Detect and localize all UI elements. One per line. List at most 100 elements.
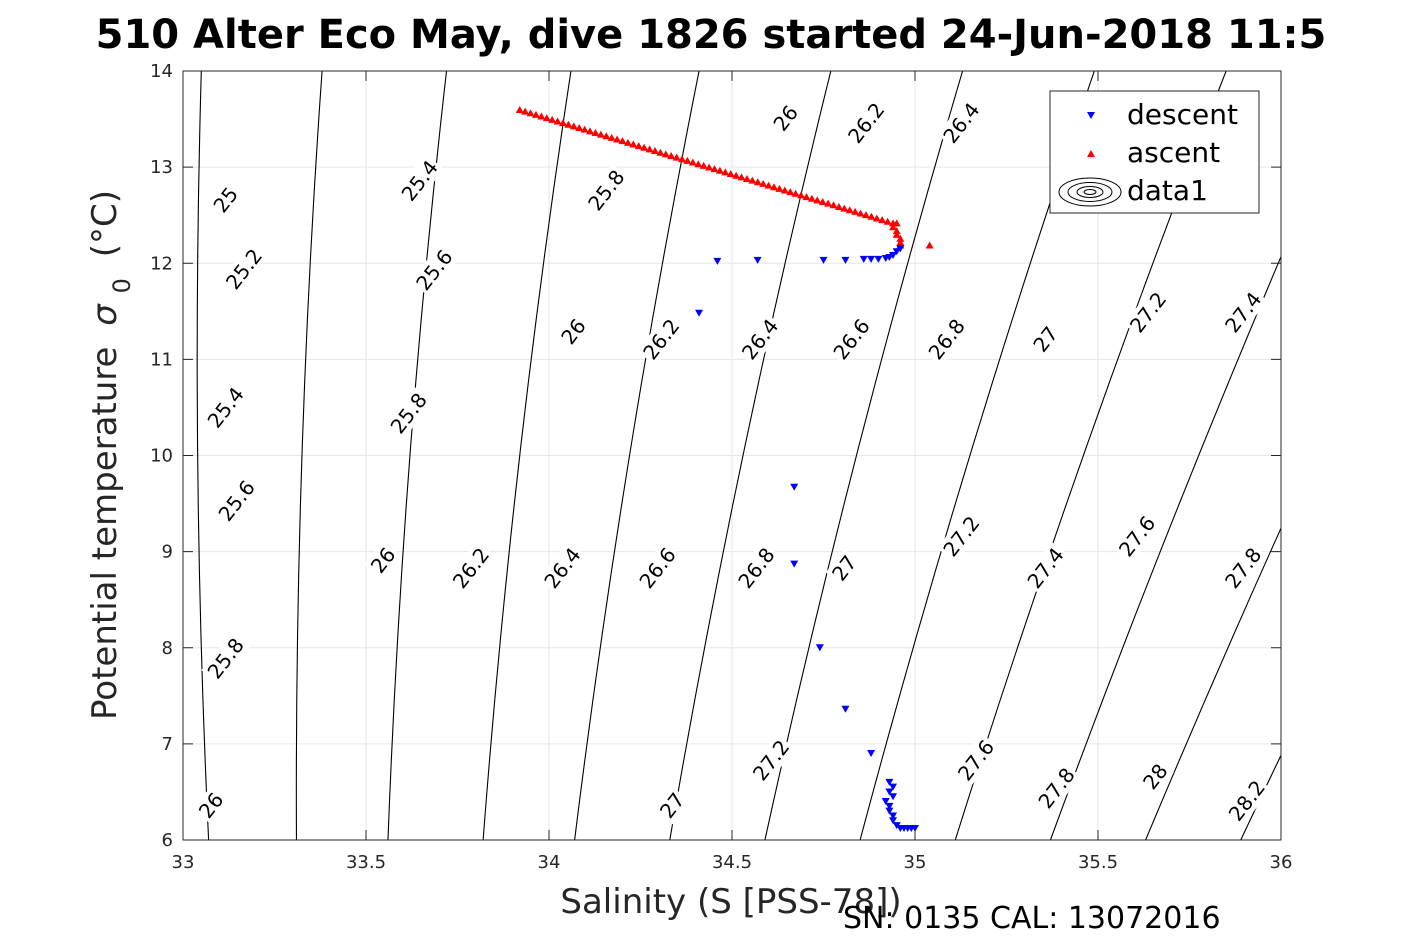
density-contour-label-bg (937, 509, 986, 563)
ascent-point (553, 117, 562, 125)
density-contour-label-bg (937, 96, 986, 150)
descent-point (889, 817, 898, 825)
density-contour-label-bg (192, 786, 230, 825)
ascent-point (791, 189, 800, 197)
ascent-point (542, 114, 551, 122)
y-tick-label: 8 (162, 638, 173, 659)
descent-point (889, 783, 898, 791)
ascent-point (861, 211, 870, 219)
ascent-point (634, 142, 643, 150)
descent-point (859, 255, 868, 263)
density-contour-label-bg (1218, 285, 1268, 339)
ascent-point (721, 168, 730, 176)
ascent-point (629, 140, 638, 148)
density-contour-label-bg (922, 312, 972, 366)
ascent-point (591, 128, 600, 136)
ascent-point (575, 124, 584, 132)
density-contour-label-bg (219, 242, 269, 296)
chart-title: 510 Alter Eco May, dive 1826 started 24-… (96, 12, 1327, 58)
density-contour-label-bg (384, 386, 434, 440)
descent-point (885, 807, 894, 815)
ascent-point (925, 241, 934, 249)
descent-point (885, 788, 894, 796)
x-tick-label: 33 (172, 852, 195, 873)
ascent-point (618, 137, 627, 145)
ascent-series (515, 105, 934, 249)
ascent-point (656, 148, 665, 156)
descent-point (889, 252, 898, 260)
density-contour-line (482, 71, 572, 840)
density-contour-label-bg (767, 99, 805, 138)
ascent-point (515, 105, 524, 113)
y-axis-label-text: Potential temperature (85, 347, 125, 720)
ascent-point (889, 223, 898, 231)
descent-point (911, 824, 919, 832)
ascent-point (813, 196, 822, 204)
ascent-point (748, 176, 757, 184)
x-tick-label: 33.5 (346, 852, 386, 873)
legend-descent-marker (1087, 112, 1095, 119)
ascent-point (705, 163, 714, 171)
ascent-point (586, 127, 595, 135)
ascent-point (710, 165, 719, 173)
y-axis-label-symbol: σ (85, 303, 125, 326)
ascent-point (818, 198, 827, 206)
density-contour-label-bg (446, 541, 496, 595)
ascent-point (892, 230, 901, 238)
density-contour-label-bg (554, 312, 592, 351)
ascent-point (732, 171, 741, 179)
descent-point (841, 705, 850, 713)
ascent-point (596, 130, 605, 138)
ascent-point (715, 166, 724, 174)
density-contour-label-bg (395, 154, 445, 208)
descent-point (892, 822, 901, 830)
ascent-point (559, 119, 568, 127)
density-contour-label-bg (1123, 285, 1173, 339)
legend-data1-label: data1 (1127, 174, 1208, 207)
ascent-point (807, 194, 816, 202)
x-axis-label: Salinity (S [PSS-78]) (560, 882, 901, 922)
density-contour-label-bg (364, 541, 402, 580)
descent-point (885, 778, 894, 786)
descent-series (695, 245, 919, 832)
ascent-point (892, 227, 901, 235)
y-tick-label: 11 (150, 349, 173, 370)
ascent-point (829, 201, 838, 209)
ascent-point (872, 214, 881, 222)
ascent-point (650, 147, 659, 155)
density-contour-label-bg (1032, 761, 1081, 815)
density-contour-label-bg (212, 474, 262, 528)
ascent-point (640, 143, 649, 151)
legend-descent-label: descent (1127, 98, 1238, 131)
ascent-point (856, 209, 865, 217)
ascent-point (834, 202, 843, 210)
ascent-point (742, 174, 751, 182)
descent-point (819, 256, 828, 264)
y-tick-label: 6 (162, 830, 173, 851)
density-contour-line (1145, 526, 1281, 840)
y-tick-label: 9 (162, 542, 173, 563)
ascent-point (531, 110, 540, 118)
ascent-point (667, 151, 676, 159)
density-contour-label-bg (1021, 541, 1070, 595)
ascent-point (851, 207, 860, 215)
x-axis-ticks: 33 33.5 34 34.5 35 35.5 36 (172, 71, 1292, 873)
descent-point (815, 644, 824, 652)
descent-point (695, 309, 704, 317)
x-tick-label: 34.5 (712, 852, 752, 873)
ascent-point (683, 156, 692, 164)
ascent-point (623, 138, 632, 146)
density-contours (196, 71, 1281, 840)
ascent-point (607, 133, 616, 141)
ascent-point (753, 178, 762, 186)
density-contour-label-bg (1027, 320, 1065, 359)
density-contour-line (295, 71, 323, 840)
descent-point (885, 802, 894, 810)
y-axis-label-unit: (°C) (85, 190, 125, 257)
descent-point (889, 793, 898, 801)
density-contour-label-bg (735, 312, 785, 366)
y-tick-label: 13 (150, 157, 173, 178)
ascent-point (661, 150, 670, 158)
density-contour-line (196, 71, 210, 840)
